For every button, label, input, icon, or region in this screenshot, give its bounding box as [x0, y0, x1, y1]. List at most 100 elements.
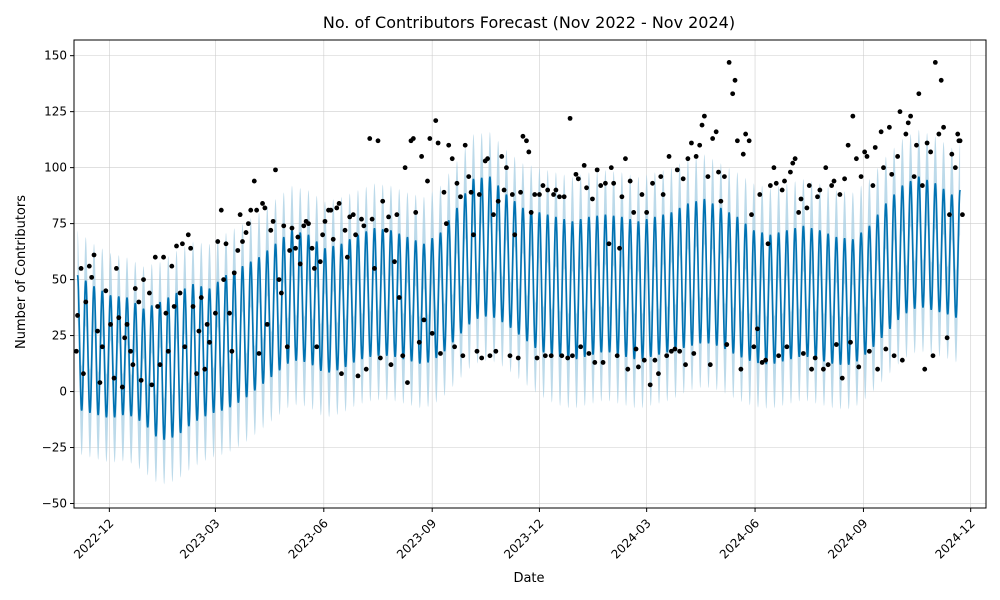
observed-point: [223, 241, 229, 247]
observed-point: [957, 138, 963, 144]
observed-point: [157, 362, 163, 368]
observed-point: [812, 355, 818, 361]
observed-point: [878, 129, 884, 135]
observed-point: [314, 344, 320, 350]
observed-point: [108, 321, 113, 327]
y-tick-label: 100: [44, 161, 67, 175]
observed-point: [658, 174, 664, 179]
observed-point: [573, 171, 579, 177]
observed-point: [136, 299, 142, 305]
observed-point: [471, 232, 476, 238]
observed-point: [388, 362, 394, 368]
observed-point: [213, 310, 218, 316]
observed-point: [660, 192, 666, 197]
observed-point: [862, 149, 868, 155]
observed-point: [746, 138, 752, 144]
observed-point: [188, 245, 194, 251]
observed-point: [590, 196, 595, 202]
observed-point: [396, 295, 402, 300]
observed-point: [317, 259, 323, 265]
observed-point: [751, 344, 757, 350]
observed-point: [493, 348, 499, 354]
observed-point: [229, 348, 235, 354]
observed-point: [743, 131, 749, 137]
observed-point: [537, 192, 542, 197]
observed-point: [955, 131, 961, 137]
observed-point: [829, 183, 835, 188]
observed-point: [309, 245, 315, 251]
observed-point: [394, 212, 400, 218]
observed-point: [883, 346, 889, 352]
observed-point: [485, 156, 490, 162]
observed-point: [930, 353, 936, 359]
observed-point: [866, 348, 872, 354]
observed-point: [355, 373, 361, 379]
y-axis-ticks: −50 −25 0 25 50 75 100 125 150: [42, 49, 74, 511]
observed-point: [446, 142, 452, 148]
observed-point: [639, 192, 645, 197]
y-tick-label: −25: [42, 441, 67, 455]
observed-point: [383, 227, 389, 233]
y-tick-label: 25: [52, 329, 67, 343]
observed-point: [119, 384, 125, 390]
observed-point: [825, 362, 831, 368]
observed-point: [701, 113, 707, 119]
observed-point: [759, 360, 765, 365]
observed-point: [413, 210, 419, 215]
observed-point: [669, 348, 674, 354]
observed-point: [776, 353, 782, 359]
observed-point: [501, 187, 507, 193]
observed-point: [405, 380, 410, 385]
observed-point: [806, 183, 812, 188]
observed-point: [932, 59, 938, 65]
observed-point: [952, 165, 958, 171]
observed-point: [850, 113, 856, 119]
observed-point: [881, 165, 886, 171]
observed-point: [603, 180, 608, 186]
observed-point: [130, 362, 136, 368]
observed-point: [466, 174, 472, 179]
observed-point: [548, 353, 554, 359]
observed-point: [190, 304, 196, 309]
observed-point: [449, 156, 455, 162]
observed-point: [89, 274, 95, 280]
observed-point: [83, 299, 89, 305]
observed-point: [656, 371, 661, 377]
observed-point: [644, 210, 650, 215]
observed-point: [837, 192, 843, 197]
observed-point: [237, 212, 243, 218]
observed-point: [870, 183, 876, 188]
observed-point: [891, 353, 897, 359]
observed-point: [221, 277, 227, 282]
observed-point: [699, 122, 705, 128]
observed-point: [903, 131, 909, 137]
uncertainty-band: [77, 129, 961, 485]
observed-point: [532, 192, 538, 197]
observed-point: [392, 259, 397, 265]
observed-point: [557, 194, 562, 200]
observed-point: [611, 180, 617, 186]
observed-point: [693, 154, 699, 159]
observed-point: [287, 248, 293, 253]
chart-title: No. of Contributors Forecast (Nov 2022 -…: [323, 13, 735, 32]
observed-point: [845, 142, 851, 148]
observed-point: [542, 353, 548, 359]
observed-point: [627, 178, 633, 184]
observed-point: [235, 248, 241, 253]
observed-point: [784, 344, 790, 350]
observed-point: [289, 225, 295, 231]
observed-point: [713, 129, 719, 135]
observed-point: [685, 156, 691, 162]
observed-point: [897, 109, 903, 115]
y-tick-label: 75: [52, 217, 67, 231]
observed-point: [111, 375, 117, 381]
observed-point: [479, 355, 485, 361]
observed-point: [78, 266, 84, 271]
observed-point: [518, 189, 523, 195]
observed-point: [330, 236, 336, 242]
observed-point: [815, 194, 820, 200]
forecast-series-line: [76, 176, 961, 440]
observed-point: [623, 156, 628, 162]
observed-point: [858, 174, 864, 179]
observed-point: [594, 167, 600, 173]
